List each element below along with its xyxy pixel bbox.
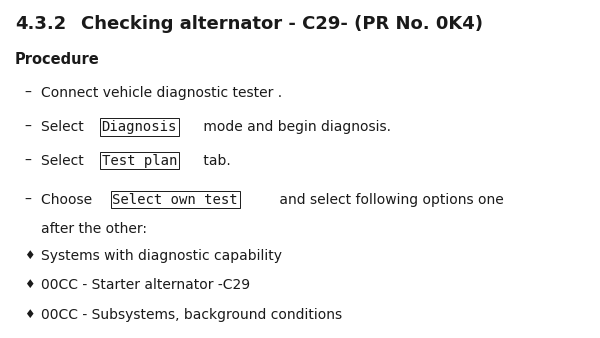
Text: Select: Select [41, 120, 88, 134]
Text: Checking alternator - C29- (PR No. 0K4): Checking alternator - C29- (PR No. 0K4) [81, 15, 483, 33]
Text: Connect vehicle diagnostic tester .: Connect vehicle diagnostic tester . [41, 86, 282, 100]
Text: Procedure: Procedure [15, 52, 100, 67]
Text: ♦: ♦ [24, 308, 35, 320]
Text: Test plan: Test plan [101, 154, 177, 168]
Text: after the other:: after the other: [41, 222, 147, 236]
Text: 4.3.2: 4.3.2 [15, 15, 66, 33]
Text: –: – [24, 86, 31, 100]
Text: Select own test: Select own test [112, 193, 238, 207]
Text: 00CC - Subsystems, background conditions: 00CC - Subsystems, background conditions [41, 308, 342, 321]
Text: –: – [24, 120, 31, 134]
Text: –: – [24, 154, 31, 168]
Text: –: – [24, 193, 31, 207]
Text: ♦: ♦ [24, 249, 35, 262]
Text: and select following options one: and select following options one [275, 193, 503, 207]
Text: Diagnosis: Diagnosis [101, 120, 177, 134]
Text: Systems with diagnostic capability: Systems with diagnostic capability [41, 249, 282, 263]
Text: Choose: Choose [41, 193, 97, 207]
Text: Select: Select [41, 154, 88, 168]
Text: 00CC - Starter alternator -C29: 00CC - Starter alternator -C29 [41, 278, 250, 292]
Text: ♦: ♦ [24, 278, 35, 291]
Text: tab.: tab. [199, 154, 230, 168]
Text: mode and begin diagnosis.: mode and begin diagnosis. [199, 120, 391, 134]
